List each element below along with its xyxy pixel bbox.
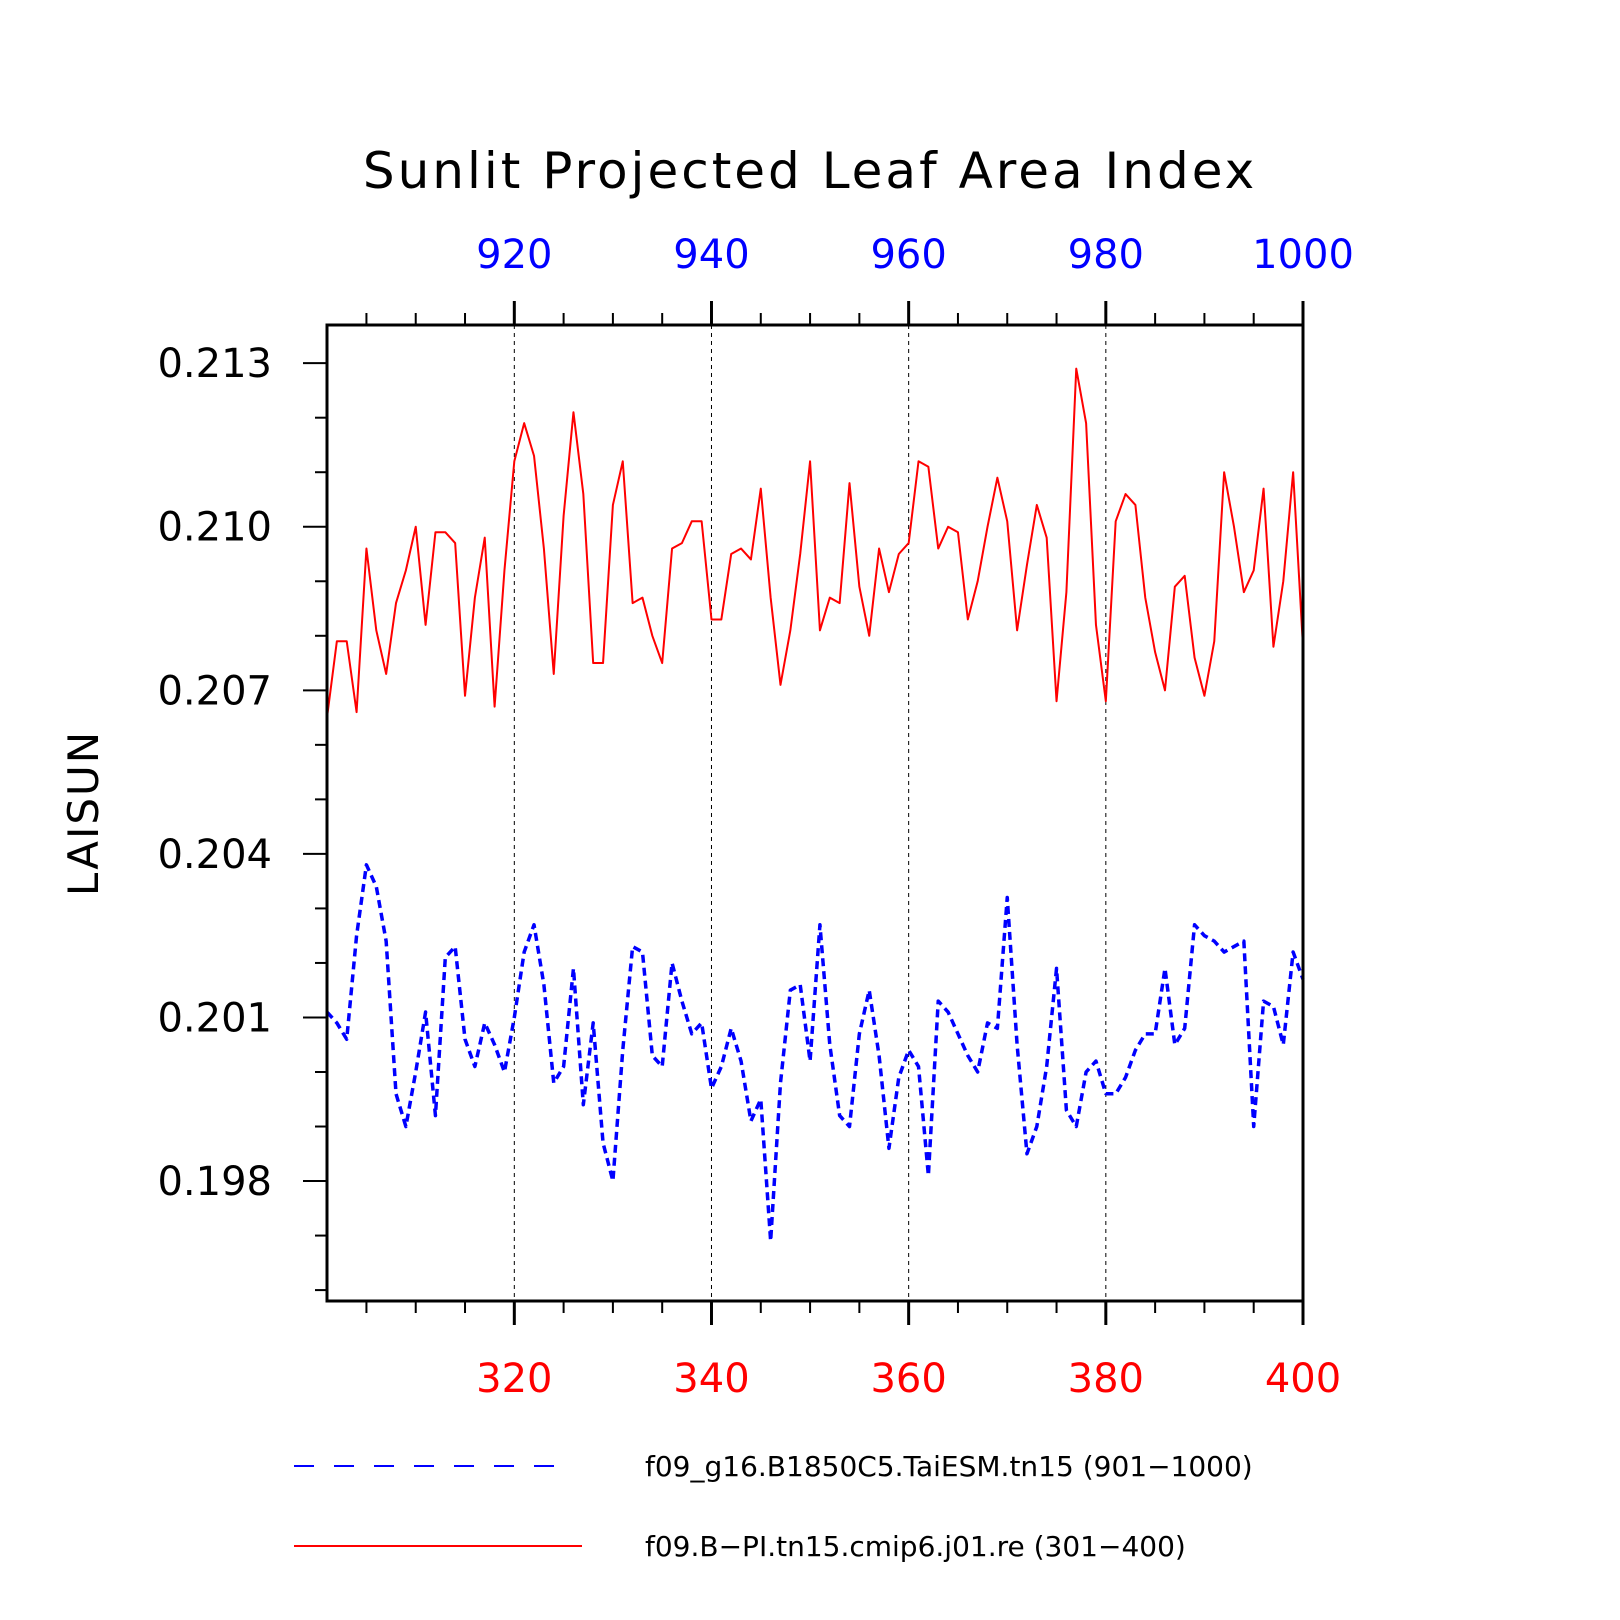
series-group bbox=[325, 367, 1305, 1243]
y-tick-labels: 0.198 0.201 0.204 0.207 0.210 0.213 bbox=[157, 341, 272, 1205]
axis-ticks bbox=[303, 301, 1305, 1325]
plot-frame bbox=[325, 323, 1305, 1303]
legend-label-taiesm: f09_g16.B1850C5.TaiESM.tn15 (901−1000) bbox=[645, 1450, 1253, 1483]
x-top-tick-label: 980 bbox=[1068, 232, 1144, 278]
y-tick-label: 0.213 bbox=[157, 341, 272, 387]
x-bottom-tick-labels: 320 340 360 380 400 bbox=[476, 1356, 1341, 1402]
legend-label-cmip6: f09.B−PI.tn15.cmip6.j01.re (301−400) bbox=[645, 1530, 1186, 1563]
grid-lines bbox=[513, 325, 1107, 1301]
y-tick-label: 0.201 bbox=[157, 995, 272, 1041]
y-tick-label: 0.207 bbox=[157, 668, 272, 714]
x-top-tick-label: 940 bbox=[673, 232, 749, 278]
x-top-tick-label: 920 bbox=[476, 232, 552, 278]
x-bottom-tick-label: 340 bbox=[673, 1356, 749, 1402]
x-bottom-tick-label: 400 bbox=[1265, 1356, 1341, 1402]
series-line-cmip6 bbox=[326, 367, 1304, 718]
y-tick-label: 0.204 bbox=[157, 832, 272, 878]
x-top-tick-label: 960 bbox=[870, 232, 946, 278]
x-bottom-tick-label: 360 bbox=[870, 1356, 946, 1402]
series-line-taiesm bbox=[325, 863, 1305, 1243]
chart-title: Sunlit Projected Leaf Area Index bbox=[363, 142, 1257, 200]
x-bottom-tick-label: 380 bbox=[1068, 1356, 1144, 1402]
y-tick-label: 0.198 bbox=[157, 1159, 272, 1205]
x-top-tick-labels: 920 940 960 980 1000 bbox=[476, 232, 1354, 278]
y-tick-label: 0.210 bbox=[157, 505, 272, 551]
x-top-tick-label: 1000 bbox=[1252, 232, 1354, 278]
y-axis-label: LAISUN bbox=[59, 730, 108, 896]
legend: f09_g16.B1850C5.TaiESM.tn15 (901−1000) f… bbox=[294, 1450, 1253, 1563]
x-bottom-tick-label: 320 bbox=[476, 1356, 552, 1402]
